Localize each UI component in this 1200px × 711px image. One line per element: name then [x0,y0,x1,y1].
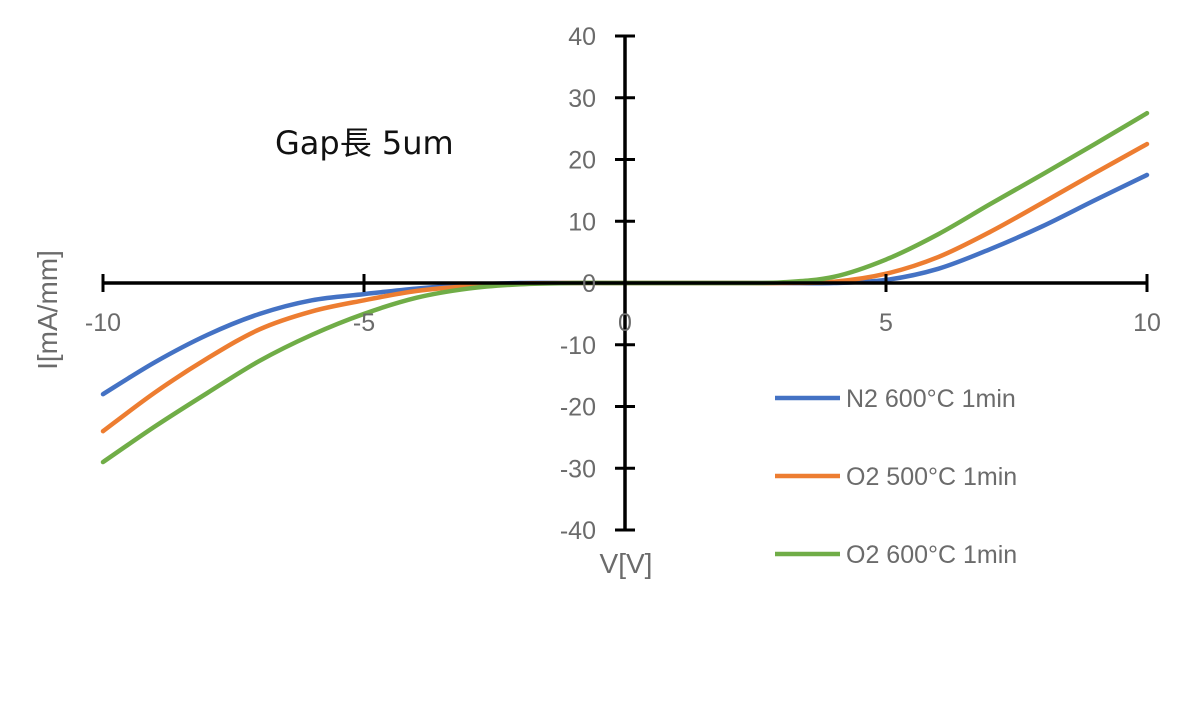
legend-label-2: O2 500°C 1min [846,463,1017,491]
x-tick-label: -10 [85,309,121,337]
x-axis-title: V[V] [600,548,653,579]
x-tick-label: 0 [618,309,632,337]
y-tick-label: 30 [568,85,596,113]
x-tick-label: 10 [1133,309,1161,337]
y-tick-label: 40 [568,23,596,51]
y-axis-title: I[mA/mm] [32,250,63,370]
y-tick-label: 10 [568,208,596,236]
legend: N2 600°C 1min O2 500°C 1min O2 600°C 1min [775,385,1017,569]
y-tick-label: -40 [560,517,596,545]
chart-title: Gap長 5um [275,124,454,162]
axes-layer: -10 -5 0 5 10 -40 -30 -20 -10 0 10 20 30 40 [85,23,1161,545]
legend-label-3: O2 600°C 1min [846,541,1017,569]
y-tick-label: -30 [560,455,596,483]
x-tick-label: -5 [353,309,375,337]
y-tick-label: 20 [568,147,596,175]
y-tick-label: -20 [560,394,596,422]
y-tick-label: -10 [560,332,596,360]
y-tick-label: 0 [582,270,596,298]
legend-label-1: N2 600°C 1min [846,385,1016,413]
x-tick-label: 5 [879,309,893,337]
